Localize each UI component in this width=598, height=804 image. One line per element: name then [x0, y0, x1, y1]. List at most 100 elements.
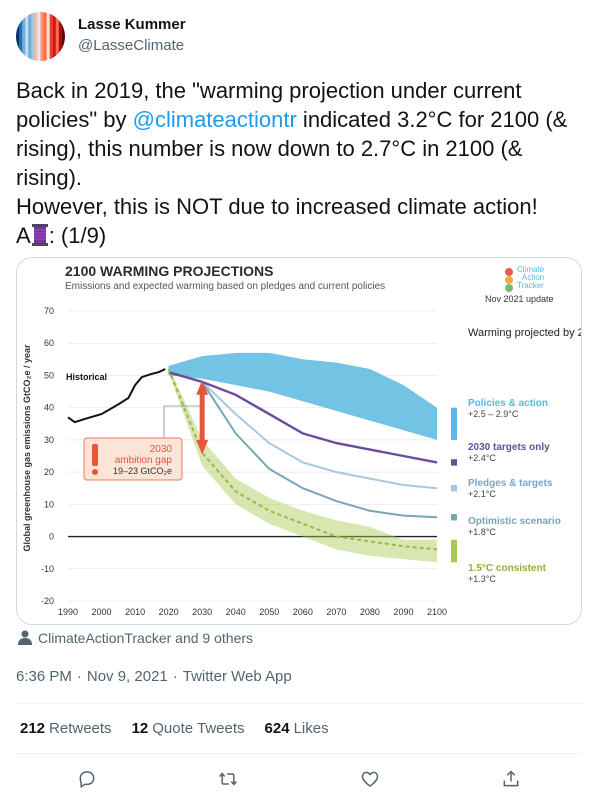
chart-title: 2100 WARMING PROJECTIONS [65, 263, 274, 279]
tweet-date[interactable]: Nov 9, 2021 [87, 668, 168, 685]
avatar-stripe [47, 12, 51, 61]
tweet-text-line3-prefix: A [16, 223, 31, 248]
y-tick-label: 70 [44, 306, 54, 316]
historical-label: Historical [66, 372, 107, 382]
legend-label: Optimistic scenario [468, 516, 561, 527]
avatar-stripe [59, 12, 63, 61]
x-tick-label: 2100 [427, 607, 447, 617]
avatar-stripe [53, 12, 57, 61]
x-tick-label: 2020 [159, 607, 179, 617]
x-tick-label: 2040 [226, 607, 246, 617]
x-tick-label: 1990 [58, 607, 78, 617]
ambition-gap-line3: 19–23 GtCO₂e [113, 466, 172, 476]
x-tick-label: 2070 [326, 607, 346, 617]
legend-range: +2.5 – 2.9°C [468, 409, 519, 419]
tweet-meta: 6:36 PM · Nov 9, 2021 · Twitter Web App [16, 668, 292, 685]
avatar-stripe [25, 12, 29, 61]
y-tick-label: 50 [44, 370, 54, 380]
cat-logo: Climate Action Tracker [505, 265, 545, 292]
y-tick-label: 20 [44, 467, 54, 477]
avatar-stripe [19, 12, 23, 61]
quotes-label: Quote Tweets [152, 720, 244, 737]
likes-count: 624 [265, 720, 290, 737]
y-tick-label: 30 [44, 435, 54, 445]
avatar-stripe [37, 12, 41, 61]
retweets-stat[interactable]: 212 Retweets [20, 720, 112, 737]
x-tick-label: 2060 [293, 607, 313, 617]
y-tick-label: 60 [44, 338, 54, 348]
quotes-stat[interactable]: 12 Quote Tweets [132, 720, 245, 737]
legend-label: Pledges & targets [468, 478, 553, 489]
legend-range: +2.1°C [468, 489, 496, 499]
tweet-text: Back in 2019, the "warming projection un… [16, 76, 586, 250]
avatar-stripe [22, 12, 26, 61]
tagged-text: ClimateActionTracker and 9 others [38, 630, 253, 646]
legend-range: +1.8°C [468, 527, 496, 537]
tweet-time[interactable]: 6:36 PM [16, 668, 72, 685]
y-tick-label: -10 [41, 564, 54, 574]
tweet-source[interactable]: Twitter Web App [183, 668, 292, 685]
tweet-text-line2: However, this is NOT due to increased cl… [16, 194, 538, 219]
x-tick-label: 2000 [92, 607, 112, 617]
avatar[interactable] [16, 12, 65, 61]
x-tick-label: 2030 [192, 607, 212, 617]
update-label: Nov 2021 update [485, 294, 554, 304]
legend-label: Policies & action [468, 398, 548, 409]
legend-range: +2.4°C [468, 453, 496, 463]
retweets-count: 212 [20, 720, 45, 737]
y-tick-label: -20 [41, 596, 54, 606]
retweet-button[interactable] [211, 762, 245, 796]
legend-swatch [451, 408, 457, 440]
avatar-stripe [56, 12, 60, 61]
legend-swatch [451, 459, 457, 465]
quotes-count: 12 [132, 720, 149, 737]
person-icon [18, 630, 32, 646]
avatar-stripe [44, 12, 48, 61]
like-button[interactable] [353, 762, 387, 796]
y-axis-label: Global greenhouse gas emissions GtCO₂e /… [22, 344, 32, 552]
avatar-stripe [34, 12, 38, 61]
share-button[interactable] [494, 762, 528, 796]
legend-label: 1.5°C consistent [468, 563, 547, 574]
avatar-stripe [28, 12, 32, 61]
likes-label: Likes [294, 720, 329, 737]
ambition-gap-line1: 2030 [150, 444, 173, 455]
avatar-stripe [62, 12, 65, 61]
tweet-media-chart[interactable]: 2100 WARMING PROJECTIONS Emissions and e… [16, 257, 582, 625]
meta-separator: · [77, 668, 82, 685]
legend-swatch [451, 485, 457, 491]
user-handle[interactable]: @LasseClimate [78, 37, 184, 54]
legend-label: 2030 targets only [468, 442, 550, 453]
panel-title: Warming projected by 2100 [468, 327, 582, 339]
x-tick-label: 2090 [393, 607, 413, 617]
divider [16, 703, 582, 704]
retweet-icon [218, 769, 238, 789]
logo-line3: Tracker [517, 281, 544, 290]
meta-separator: · [173, 668, 178, 685]
share-icon [501, 769, 521, 789]
divider [16, 753, 582, 754]
y-tick-label: 10 [44, 499, 54, 509]
avatar-stripe [31, 12, 35, 61]
avatar-stripe [16, 12, 20, 61]
likes-stat[interactable]: 624 Likes [265, 720, 329, 737]
reply-icon [77, 769, 97, 789]
retweets-label: Retweets [49, 720, 112, 737]
spool-of-thread-icon [31, 223, 49, 247]
tweet-stats: 212 Retweets 12 Quote Tweets 624 Likes [20, 720, 329, 737]
legend-swatch [451, 514, 457, 520]
tagged-users[interactable]: ClimateActionTracker and 9 others [18, 630, 253, 646]
mention-link[interactable]: @climateactiontr [133, 107, 297, 132]
reply-button[interactable] [70, 762, 104, 796]
avatar-stripe [41, 12, 45, 61]
legend-range: +1.3°C [468, 574, 496, 584]
like-icon [360, 769, 380, 789]
x-tick-label: 2080 [360, 607, 380, 617]
tweet-text-line3-suffix: : (1/9) [49, 223, 106, 248]
ambition-gap-line2: ambition gap [115, 455, 173, 466]
user-name[interactable]: Lasse Kummer [78, 16, 186, 33]
chart-subtitle: Emissions and expected warming based on … [65, 281, 385, 292]
y-tick-label: 0 [49, 532, 54, 542]
tweet-actions [16, 762, 582, 796]
tweet-header: Lasse Kummer @LasseClimate [16, 12, 582, 62]
